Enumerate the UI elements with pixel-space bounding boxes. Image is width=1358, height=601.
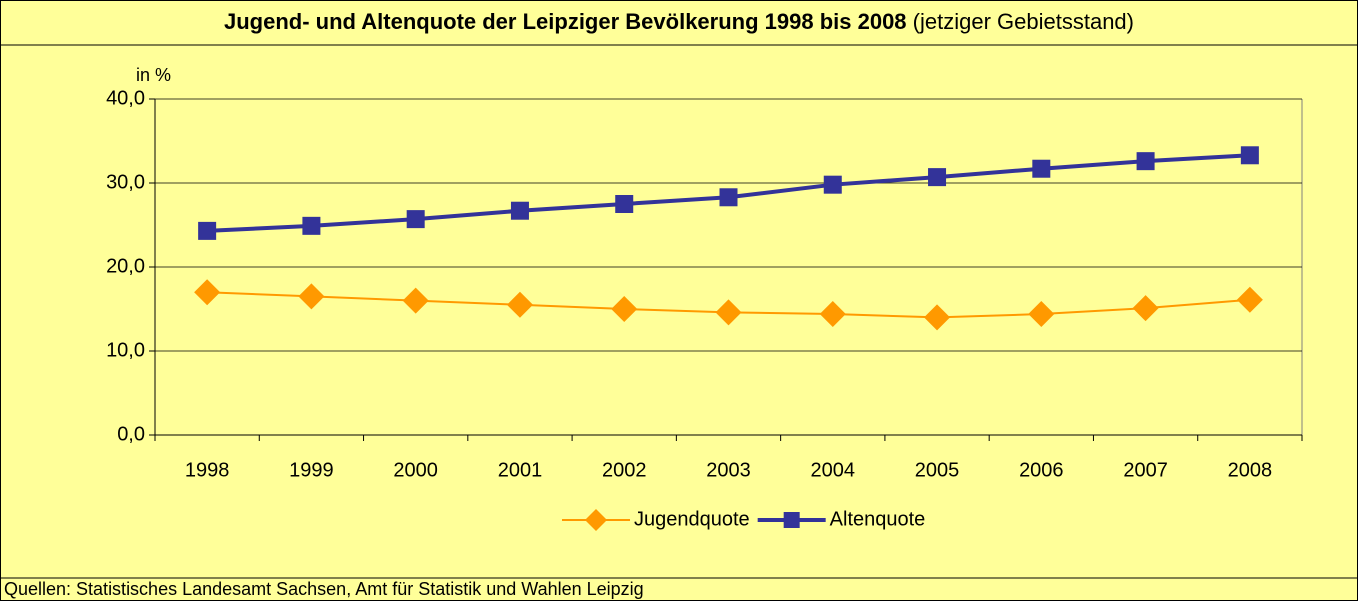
x-tick-label: 1999 <box>289 459 334 481</box>
square-marker <box>823 175 842 194</box>
x-tick-label: 2005 <box>915 459 960 481</box>
x-tick-label: 2008 <box>1228 459 1273 481</box>
x-tick-label: 1998 <box>185 459 230 481</box>
y-tick-label: 10,0 <box>106 339 145 361</box>
x-tick-label: 2004 <box>811 459 856 481</box>
source: Quellen: Statistisches Landesamt Sachsen… <box>4 579 644 599</box>
square-marker <box>1240 146 1259 165</box>
square-marker <box>1032 159 1051 178</box>
subtitle: (jetziger Gebietsstand) <box>913 9 1134 34</box>
square-marker <box>406 210 425 229</box>
diamond-marker <box>1132 295 1159 322</box>
square-marker <box>1136 152 1155 171</box>
x-tick-label: 2000 <box>393 459 438 481</box>
diamond-marker <box>715 299 742 326</box>
square-marker <box>302 216 321 235</box>
diamond-marker <box>194 279 221 306</box>
legend-label: Jugendquote <box>634 508 750 530</box>
legend-label: Altenquote <box>830 508 926 530</box>
title: Jugend- und Altenquote der Leipziger Bev… <box>224 9 907 34</box>
square-marker <box>198 221 217 240</box>
diamond-marker <box>298 283 325 310</box>
diamond-marker <box>1028 301 1055 328</box>
y-tick-label: 40,0 <box>106 87 145 109</box>
diamond-marker <box>924 304 951 331</box>
x-tick-label: 2002 <box>602 459 647 481</box>
y-tick-label: 0,0 <box>117 423 145 445</box>
x-tick-label: 2003 <box>706 459 751 481</box>
diamond-marker <box>611 296 638 322</box>
y-tick-label: 20,0 <box>106 255 145 277</box>
square-marker <box>510 201 529 220</box>
y-tick-label: 30,0 <box>106 171 145 193</box>
legend-marker <box>783 512 800 528</box>
square-marker <box>928 168 947 187</box>
diamond-marker <box>819 301 846 328</box>
square-marker <box>615 195 634 213</box>
x-tick-label: 2006 <box>1019 459 1064 481</box>
legend-marker <box>585 509 607 531</box>
diamond-marker <box>506 291 533 318</box>
diamond-marker <box>402 287 429 314</box>
x-tick-label: 2007 <box>1123 459 1168 481</box>
chart-title: Jugend- und Altenquote der Leipziger Bev… <box>224 9 1134 34</box>
y-axis-label: in % <box>136 65 171 85</box>
diamond-marker <box>1236 286 1263 313</box>
square-marker <box>719 188 738 207</box>
x-tick-label: 2001 <box>498 459 543 481</box>
